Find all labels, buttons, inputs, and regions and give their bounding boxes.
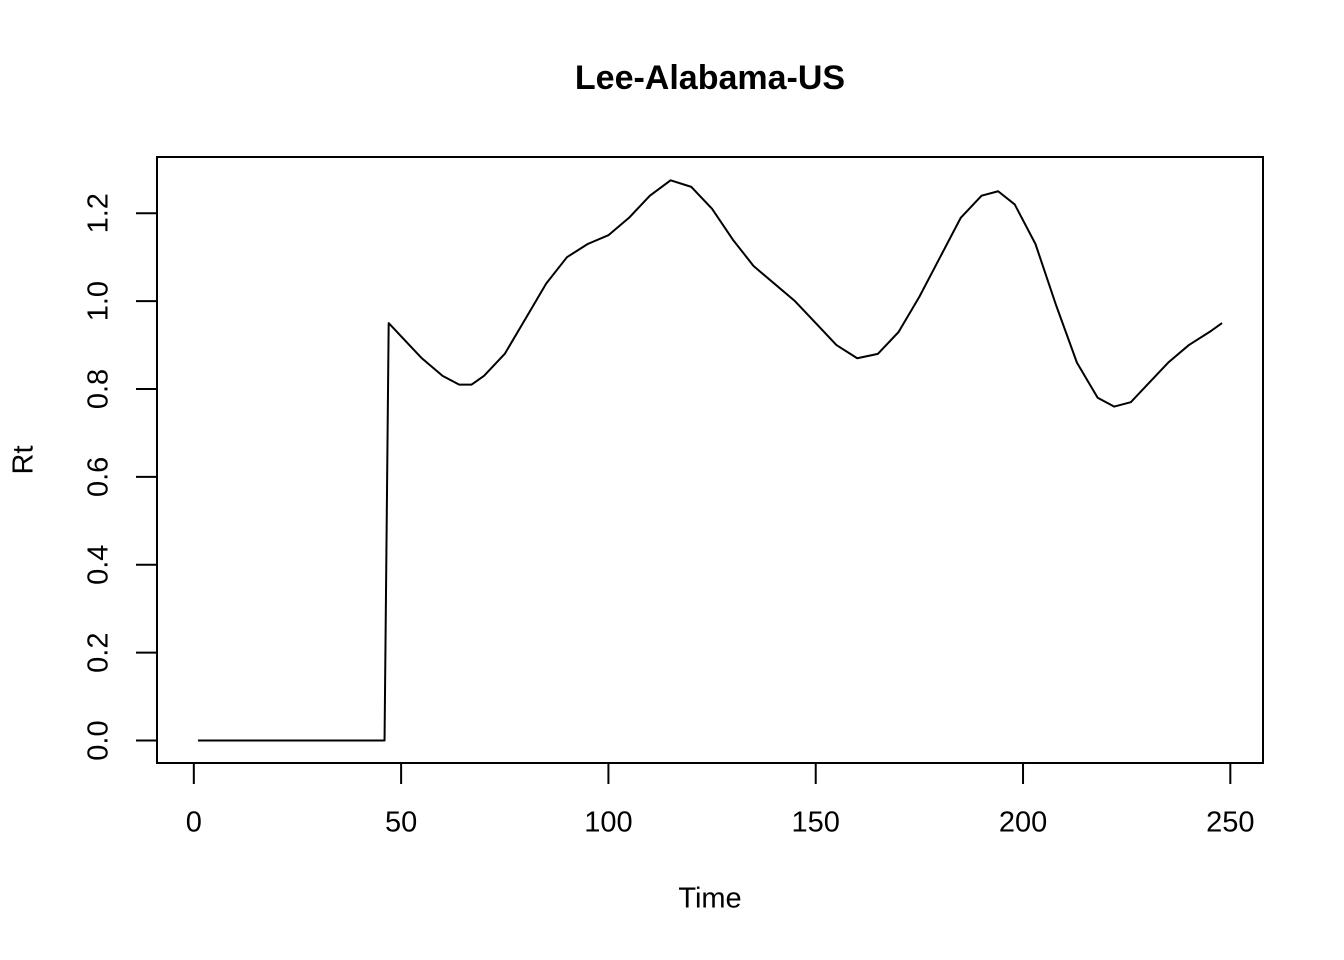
y-axis-title: Rt xyxy=(8,446,40,475)
y-tick-label: 0.8 xyxy=(83,369,115,409)
x-tick-label: 100 xyxy=(584,807,632,839)
x-tick-label: 150 xyxy=(792,807,840,839)
y-tick-label: 1.0 xyxy=(83,281,115,321)
chart-title: Lee-Alabama-US xyxy=(575,59,845,97)
y-tick-label: 0.6 xyxy=(83,457,115,497)
data-line xyxy=(197,179,1223,742)
x-tick-label: 0 xyxy=(186,807,202,839)
x-tick-label: 50 xyxy=(385,807,417,839)
x-axis-title: Time xyxy=(678,883,741,915)
x-tick-label: 250 xyxy=(1206,807,1254,839)
y-tick-label: 0.4 xyxy=(83,545,115,585)
y-tick-label: 1.2 xyxy=(83,193,115,233)
x-tick-label: 200 xyxy=(999,807,1047,839)
y-tick-label: 0.0 xyxy=(83,720,115,760)
y-tick-label: 0.2 xyxy=(83,632,115,672)
